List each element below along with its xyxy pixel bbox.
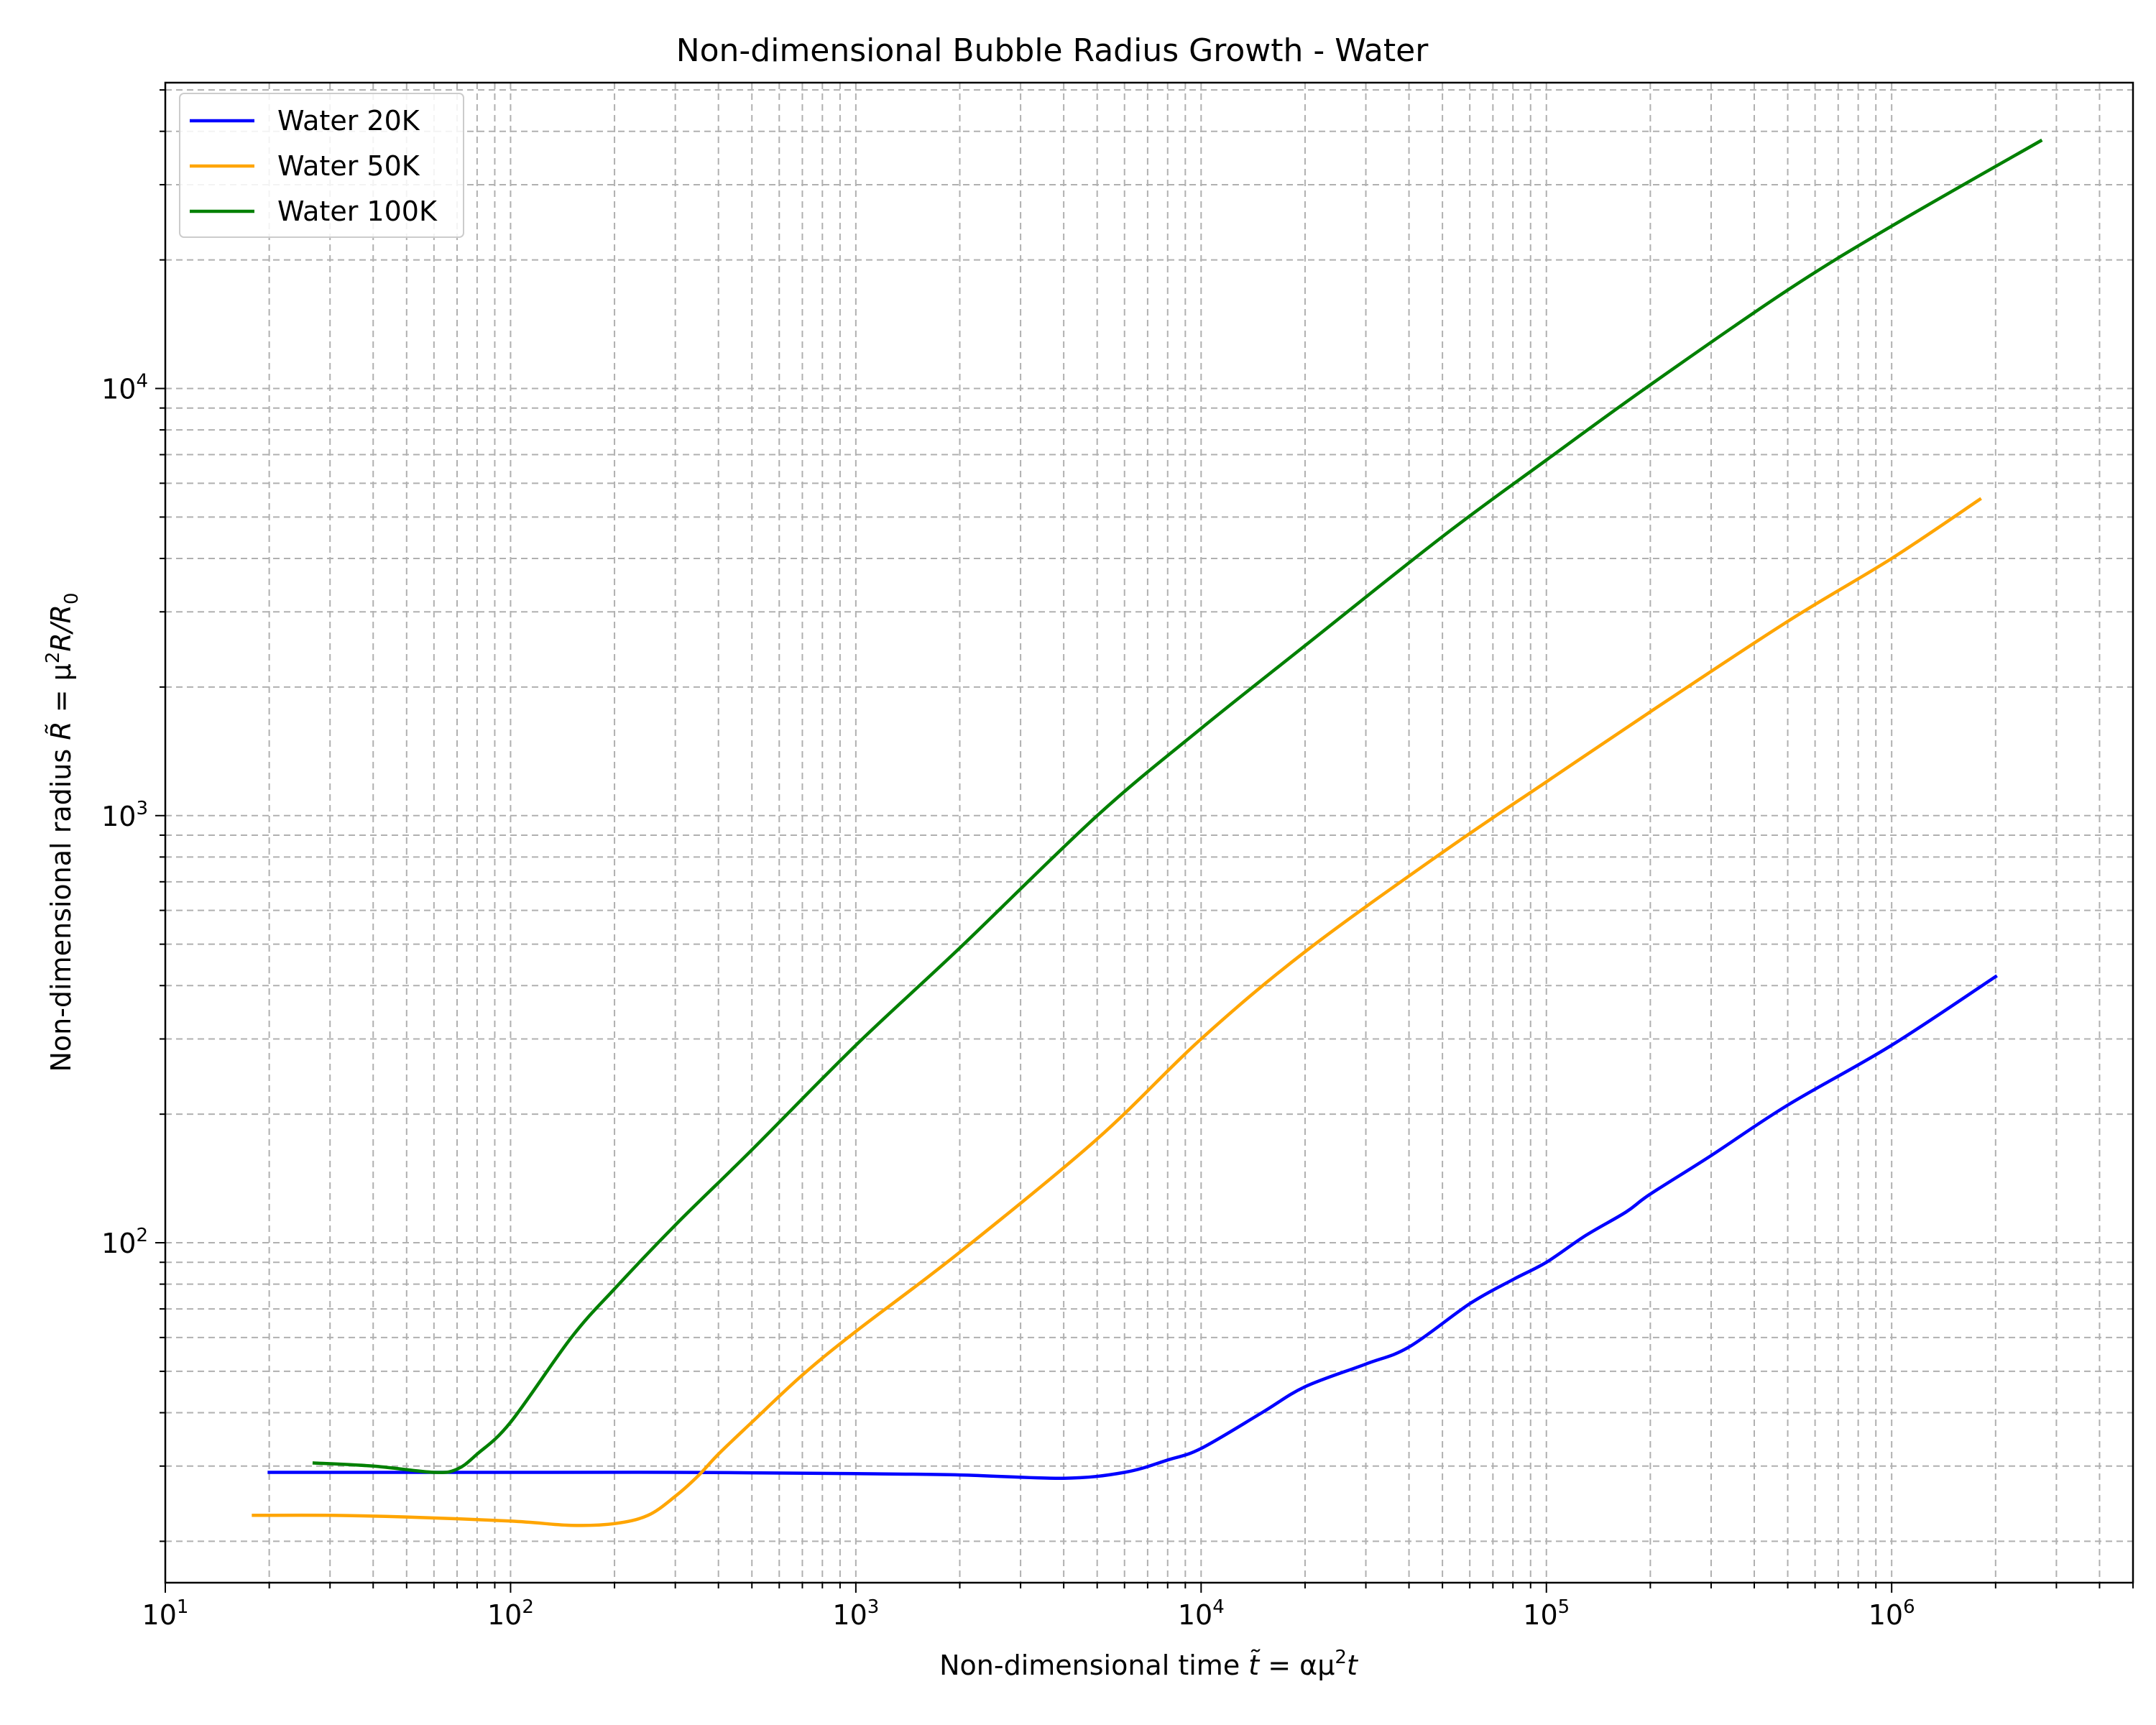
- grid: [165, 83, 2134, 1583]
- y-tick-label: 102: [101, 1225, 148, 1259]
- y-tick-label: 103: [101, 798, 148, 832]
- x-tick-label: 104: [1178, 1596, 1225, 1631]
- legend-box: [179, 93, 464, 238]
- x-tick-label: 103: [832, 1596, 879, 1631]
- x-tick-label: 101: [142, 1596, 189, 1631]
- x-tick-label: 102: [487, 1596, 534, 1631]
- y-axis-label: Non-dimensional radius R̃ = μ2R/R0: [42, 592, 83, 1072]
- y-tick-label: 104: [101, 370, 148, 405]
- series-line-2: [252, 497, 1982, 1527]
- x-tick-label: 106: [1869, 1596, 1915, 1631]
- plot-series: [252, 138, 2043, 1527]
- series-line-1: [267, 974, 1998, 1480]
- plot-area-frame: [164, 81, 2134, 1584]
- legend-label-1: Water 20K: [277, 105, 420, 137]
- legend: Water 20K Water 50K Water 100K: [179, 93, 464, 238]
- x-axis-label: Non-dimensional time t̃ = αμ2t: [939, 1647, 1359, 1681]
- legend-label-3: Water 100K: [277, 196, 438, 227]
- axis-ticks: 101 102 103 104 105 106 102 103 104: [101, 89, 2134, 1631]
- series-line-3: [312, 138, 2043, 1474]
- legend-label-2: Water 50K: [277, 150, 420, 182]
- chart-title: Non-dimensional Bubble Radius Growth - W…: [676, 32, 1429, 69]
- x-tick-label: 105: [1523, 1596, 1570, 1631]
